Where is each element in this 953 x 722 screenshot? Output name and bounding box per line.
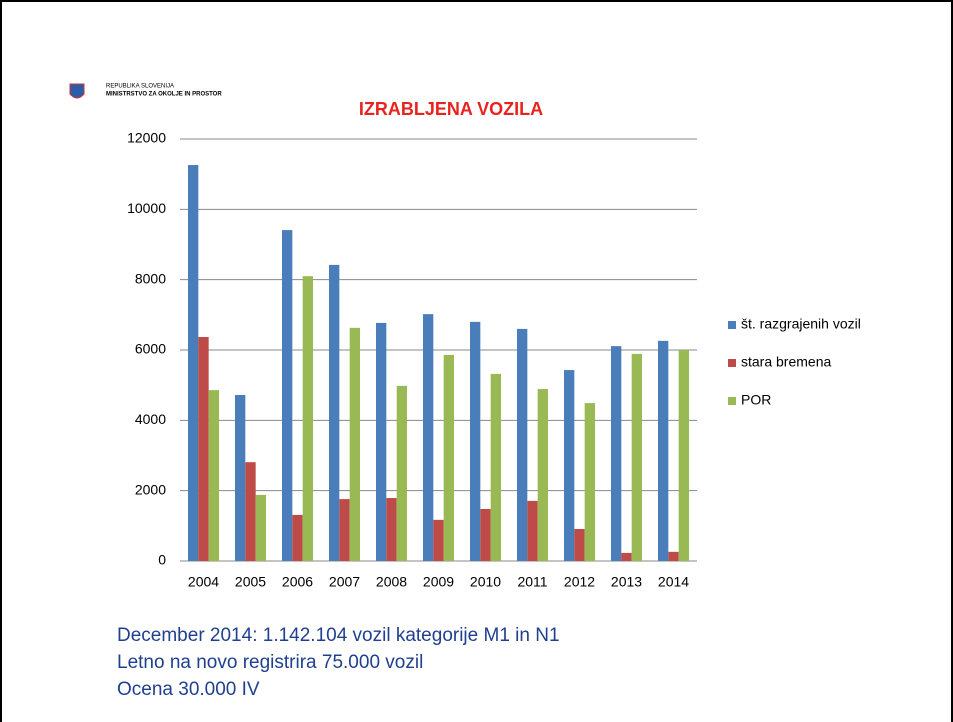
bar — [480, 508, 491, 561]
bar — [328, 264, 340, 561]
y-tick-label: 6000 — [135, 341, 166, 357]
bar — [375, 322, 387, 561]
bar — [339, 499, 350, 561]
bar — [490, 373, 502, 561]
x-tick-label: 2004 — [188, 574, 219, 590]
note: Ocena 30.000 IV — [117, 679, 260, 700]
x-tick-label: 2007 — [329, 574, 360, 590]
x-tick-label: 2005 — [235, 574, 266, 590]
legend-swatch — [728, 359, 736, 367]
bar — [657, 340, 669, 561]
legend-swatch — [728, 397, 736, 405]
bar — [631, 353, 643, 561]
y-tick-label: 8000 — [135, 270, 166, 286]
x-tick-label: 2010 — [470, 574, 501, 590]
bar — [255, 494, 267, 561]
x-tick-label: 2013 — [611, 574, 642, 590]
y-tick-label: 10000 — [127, 200, 166, 216]
x-tick-label: 2008 — [376, 574, 407, 590]
bar — [198, 336, 209, 561]
bar — [245, 462, 256, 561]
x-tick-label: 2011 — [517, 574, 547, 590]
logo — [69, 83, 85, 99]
bar — [621, 552, 632, 561]
y-tick-label: 12000 — [127, 130, 166, 146]
bar — [469, 321, 481, 561]
bar — [584, 403, 596, 561]
bar — [302, 276, 314, 561]
note: Letno na novo registrira 75.000 vozil — [117, 652, 423, 673]
bar — [610, 346, 622, 561]
header-line2: MINISTRSTVO ZA OKOLJE IN PROSTOR — [106, 92, 222, 98]
bar — [349, 327, 361, 561]
y-tick-label: 0 — [158, 552, 166, 568]
bar — [281, 230, 293, 561]
bar — [234, 395, 246, 561]
bar — [187, 165, 199, 562]
x-tick-label: 2006 — [282, 574, 313, 590]
bar — [678, 350, 690, 561]
bar — [537, 389, 549, 561]
bar — [292, 514, 303, 561]
x-tick-label: 2014 — [658, 574, 689, 590]
bar — [208, 390, 220, 561]
bar — [574, 528, 585, 561]
note: December 2014: 1.142.104 vozil kategorij… — [117, 625, 560, 646]
bar — [443, 354, 455, 561]
x-tick-label: 2012 — [564, 574, 595, 590]
y-tick-label: 2000 — [135, 481, 166, 497]
bar — [386, 498, 397, 561]
legend-label: POR — [741, 392, 771, 408]
legend-label: stara bremena — [741, 354, 831, 370]
bar — [527, 500, 538, 561]
bar — [396, 385, 408, 561]
bar — [433, 519, 444, 561]
x-tick-label: 2009 — [423, 574, 454, 590]
bar — [668, 551, 679, 561]
legend-swatch — [728, 321, 736, 329]
legend-label: št. razgrajenih vozil — [741, 316, 861, 332]
bar — [516, 328, 528, 561]
chart-title: IZRABLJENA VOZILA — [359, 99, 543, 119]
y-tick-label: 4000 — [135, 411, 166, 427]
header-line1: REPUBLIKA SLOVENIJA — [106, 84, 174, 90]
bar — [422, 314, 434, 561]
bar — [563, 370, 575, 561]
